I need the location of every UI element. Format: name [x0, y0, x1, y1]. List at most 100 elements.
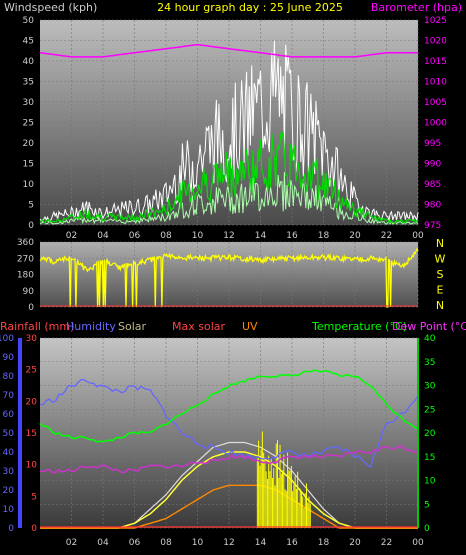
- x-tick-label: 04: [97, 538, 109, 548]
- barometer-tick-label: 995: [424, 139, 441, 149]
- barometer-tick-label: 1025: [424, 16, 447, 26]
- rain-tick-label: 5: [31, 492, 37, 502]
- barometer-tick-label: 1010: [424, 78, 447, 88]
- direction-letter: S: [437, 268, 444, 281]
- temperature-line: [39, 369, 419, 443]
- temperature-tick-label: 5: [424, 500, 430, 510]
- wind-gust-line: [39, 40, 419, 223]
- humidity-tick-label: 90: [3, 353, 15, 363]
- rain-tick-label: 25: [26, 366, 37, 376]
- temperature-tick-label: 40: [424, 334, 436, 344]
- barometer-tick-label: 1020: [424, 37, 447, 47]
- barometer-tick-label: 975: [424, 221, 441, 231]
- wind-average-line: [39, 131, 419, 225]
- humidity-tick-label: 20: [3, 486, 15, 496]
- temperature-tick-label: 20: [424, 429, 436, 439]
- y-tick-label: 40: [23, 57, 35, 67]
- humidity-tick-label: 30: [3, 467, 15, 477]
- legend-uv: UV: [242, 320, 258, 333]
- x-tick-label: 20: [349, 538, 361, 548]
- barometer-tick-label: 1000: [424, 119, 447, 129]
- barometer-tick-label: 1005: [424, 98, 447, 108]
- y-tick-label: 50: [23, 16, 35, 26]
- x-tick-label: 04: [97, 231, 109, 241]
- humidity-tick-label: 60: [3, 410, 15, 420]
- barometer-title: Barometer (hpa): [371, 1, 462, 14]
- x-tick-label: 18: [318, 231, 330, 241]
- graph-title: 24 hour graph day : 25 June 2025: [157, 1, 343, 14]
- rain-tick-label: 20: [26, 397, 38, 407]
- uv-line: [40, 484, 418, 529]
- humidity-axis-bar: [18, 338, 22, 528]
- humidity-tick-label: 80: [3, 372, 15, 382]
- x-tick-label: 00: [412, 231, 424, 241]
- temperature-tick-label: 25: [424, 405, 435, 415]
- humidity-tick-label: 0: [8, 524, 14, 534]
- humidity-tick-label: 70: [3, 391, 15, 401]
- rain-tick-label: 30: [26, 334, 38, 344]
- x-tick-label: 22: [381, 538, 392, 548]
- barometer-line: [39, 43, 418, 58]
- x-tick-label: 14: [255, 538, 267, 548]
- y-tick-label: 45: [23, 37, 34, 47]
- y-tick-label: 25: [23, 119, 34, 129]
- x-tick-label: 22: [381, 231, 392, 241]
- temperature-tick-label: 35: [424, 358, 435, 368]
- y-tick-label: 0: [28, 221, 34, 231]
- legend-max-solar: Max solar: [172, 320, 225, 333]
- direction-letter: E: [437, 284, 444, 297]
- x-tick-label: 10: [192, 538, 204, 548]
- rain-tick-label: 10: [26, 461, 38, 471]
- barometer-tick-label: 990: [424, 160, 441, 170]
- rain-tick-label: 0: [31, 524, 37, 534]
- direction-tick-label: 0: [28, 303, 34, 313]
- direction-tick-label: 360: [17, 238, 34, 248]
- x-tick-label: 18: [318, 538, 330, 548]
- wind-direction-line: [39, 247, 419, 308]
- windspeed-title: Windspeed (kph): [4, 1, 97, 14]
- y-tick-label: 10: [23, 180, 35, 190]
- y-tick-label: 5: [28, 201, 34, 211]
- legend-temperature: Temperature (°C): [311, 320, 407, 333]
- legend-rainfall: Rainfall (mm): [0, 320, 74, 333]
- x-tick-label: 00: [412, 538, 424, 548]
- direction-letter: W: [435, 253, 446, 266]
- barometer-tick-label: 980: [424, 201, 441, 211]
- humidity-tick-label: 40: [3, 448, 15, 458]
- legend-solar: Solar: [118, 320, 147, 333]
- rain-tick-label: 15: [26, 429, 37, 439]
- humidity-tick-label: 10: [3, 505, 15, 515]
- y-tick-label: 15: [23, 160, 34, 170]
- dew-point-line: [39, 445, 419, 474]
- x-tick-label: 14: [255, 231, 267, 241]
- temperature-tick-label: 30: [424, 382, 436, 392]
- x-tick-label: 10: [192, 231, 204, 241]
- x-tick-label: 08: [160, 231, 172, 241]
- humidity-tick-label: 100: [0, 334, 14, 344]
- x-tick-label: 16: [286, 538, 298, 548]
- y-tick-label: 20: [23, 139, 35, 149]
- barometer-tick-label: 1015: [424, 57, 447, 67]
- direction-letter: N: [436, 299, 444, 312]
- x-tick-label: 08: [160, 538, 172, 548]
- x-tick-label: 16: [286, 231, 298, 241]
- direction-tick-label: 180: [17, 271, 34, 281]
- temperature-tick-label: 10: [424, 477, 436, 487]
- y-tick-label: 30: [23, 98, 35, 108]
- x-tick-label: 12: [223, 231, 234, 241]
- legend-dew-point: Dew Point (°C): [392, 320, 466, 333]
- x-tick-label: 06: [129, 231, 141, 241]
- direction-tick-label: 270: [17, 254, 34, 264]
- temperature-tick-label: 0: [424, 524, 430, 534]
- y-tick-label: 35: [23, 78, 34, 88]
- x-tick-label: 06: [129, 538, 141, 548]
- x-tick-label: 02: [66, 231, 77, 241]
- x-tick-label: 20: [349, 231, 361, 241]
- legend-humidity: Humidity: [66, 320, 116, 333]
- humidity-tick-label: 50: [3, 429, 15, 439]
- direction-letter: N: [436, 237, 444, 250]
- barometer-tick-label: 985: [424, 180, 441, 190]
- humidity-line: [39, 378, 419, 469]
